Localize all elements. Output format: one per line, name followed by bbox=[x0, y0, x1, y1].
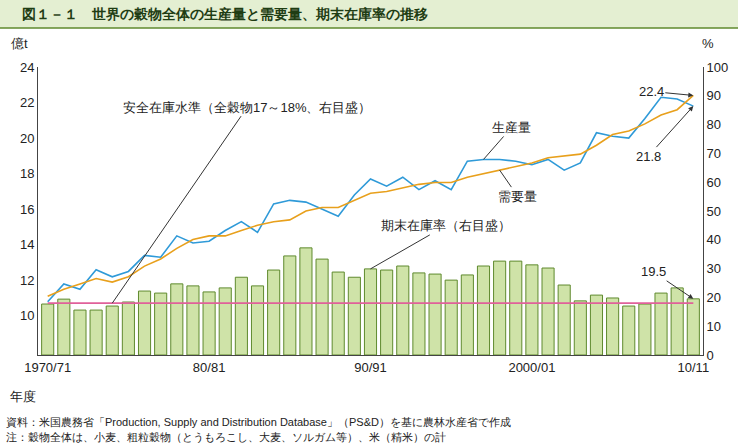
svg-text:安全在庫水準（全穀物17～18%、右目盛）: 安全在庫水準（全穀物17～18%、右目盛） bbox=[123, 100, 371, 115]
svg-text:20: 20 bbox=[20, 131, 34, 146]
svg-text:21.8: 21.8 bbox=[636, 149, 661, 164]
svg-text:10: 10 bbox=[707, 319, 721, 334]
svg-text:30: 30 bbox=[707, 261, 721, 276]
svg-text:資料：米国農務省「Production, Supply an: 資料：米国農務省「Production, Supply and Distribu… bbox=[6, 416, 511, 428]
svg-text:100: 100 bbox=[707, 60, 729, 75]
svg-text:注：穀物全体は、小麦、粗粒穀物（とうもろこし、大麦、ソルガム: 注：穀物全体は、小麦、粗粒穀物（とうもろこし、大麦、ソルガム等）、米（精米）の計 bbox=[6, 431, 446, 444]
svg-text:22.4: 22.4 bbox=[639, 84, 664, 99]
svg-text:12: 12 bbox=[20, 273, 34, 288]
svg-text:需要量: 需要量 bbox=[498, 189, 537, 204]
svg-text:年度: 年度 bbox=[10, 389, 36, 404]
svg-text:40: 40 bbox=[707, 232, 721, 247]
svg-text:20: 20 bbox=[707, 290, 721, 305]
svg-text:%: % bbox=[702, 36, 714, 51]
svg-text:70: 70 bbox=[707, 146, 721, 161]
svg-text:80/81: 80/81 bbox=[193, 360, 226, 375]
svg-text:90: 90 bbox=[707, 88, 721, 103]
svg-text:0: 0 bbox=[707, 348, 714, 363]
svg-text:生産量: 生産量 bbox=[492, 120, 531, 135]
svg-text:18: 18 bbox=[20, 166, 34, 181]
svg-text:1970/71: 1970/71 bbox=[24, 360, 71, 375]
svg-text:2000/01: 2000/01 bbox=[508, 360, 555, 375]
svg-text:24: 24 bbox=[20, 60, 34, 75]
svg-text:22: 22 bbox=[20, 95, 34, 110]
svg-text:90/91: 90/91 bbox=[354, 360, 387, 375]
svg-text:16: 16 bbox=[20, 202, 34, 217]
svg-text:億t: 億t bbox=[11, 36, 28, 51]
svg-text:60: 60 bbox=[707, 175, 721, 190]
svg-text:19.5: 19.5 bbox=[641, 264, 666, 279]
svg-text:図１－１ 世界の穀物全体の生産量と需要量、期末在庫率の推移: 図１－１ 世界の穀物全体の生産量と需要量、期末在庫率の推移 bbox=[22, 6, 428, 22]
svg-text:期末在庫率（右目盛）: 期末在庫率（右目盛） bbox=[381, 218, 511, 233]
svg-text:10/11: 10/11 bbox=[678, 360, 710, 375]
svg-text:80: 80 bbox=[707, 117, 721, 132]
svg-text:14: 14 bbox=[20, 237, 34, 252]
svg-text:10: 10 bbox=[20, 308, 34, 323]
svg-text:50: 50 bbox=[707, 204, 721, 219]
